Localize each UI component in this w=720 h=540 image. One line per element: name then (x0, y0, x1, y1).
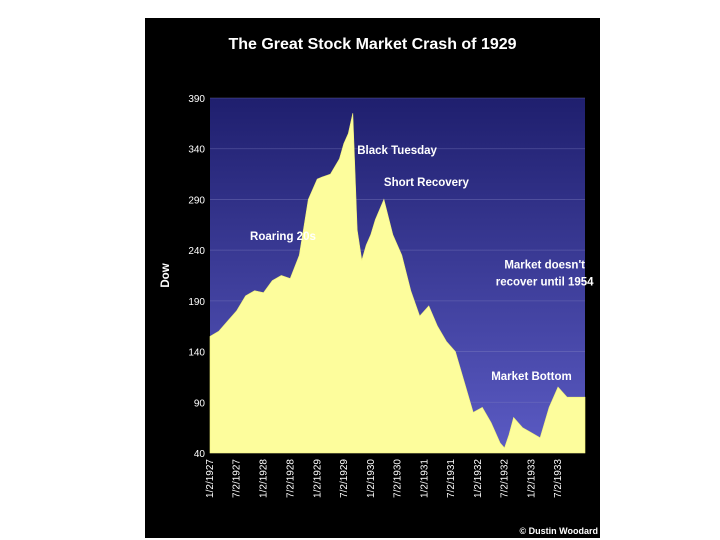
y-tick-label: 340 (188, 145, 205, 156)
x-tick-label: 7/2/1930 (392, 459, 403, 498)
y-axis-label: Dow (160, 263, 172, 287)
x-tick-label: 1/2/1928 (259, 459, 270, 498)
annotation-label: Market Bottom (491, 371, 572, 383)
x-tick-label: 7/2/1933 (553, 459, 564, 498)
annotation-label: Black Tuesday (357, 145, 437, 157)
x-tick-label: 7/2/1927 (232, 459, 243, 498)
x-tick-label: 1/2/1929 (312, 459, 323, 498)
annotation-label: recover until 1954 (496, 277, 594, 289)
dow-area (209, 113, 586, 454)
y-tick-label: 190 (188, 297, 205, 308)
y-tick-label: 240 (188, 246, 205, 257)
x-tick-label: 7/2/1932 (500, 459, 511, 498)
y-tick-label: 290 (188, 195, 205, 206)
y-tick-label: 140 (188, 348, 205, 359)
x-tick-label: 1/2/1930 (366, 459, 377, 498)
chart-panel: The Great Stock Market Crash of 1929 390… (145, 18, 600, 538)
annotation-label: Market doesn't (504, 259, 585, 271)
y-tick-label: 40 (194, 449, 206, 460)
credit-text: © Dustin Woodard (520, 526, 598, 536)
y-tick-label: 90 (194, 398, 206, 409)
x-tick-label: 1/2/1932 (473, 459, 484, 498)
x-tick-label: 7/2/1929 (339, 459, 350, 498)
x-axis-ticks: 1/2/1927 7/2/1927 1/2/1928 7/2/1928 1/2/1929… (205, 459, 564, 498)
annotation-label: Roaring 20s (250, 231, 316, 243)
x-tick-label: 1/2/1933 (527, 459, 538, 498)
x-tick-label: 7/2/1928 (285, 459, 296, 498)
annotation-label: Short Recovery (384, 177, 470, 189)
x-tick-label: 7/2/1931 (446, 459, 457, 498)
x-tick-label: 1/2/1927 (205, 459, 216, 498)
y-tick-label: 390 (188, 94, 205, 105)
y-axis-ticks: 390 340 290 240 190 140 90 40 (188, 94, 205, 460)
annotations: Roaring 20s Black Tuesday Short Recovery Ma… (250, 145, 594, 383)
chart-title: The Great Stock Market Crash of 1929 (228, 36, 517, 53)
x-tick-label: 1/2/1931 (419, 459, 430, 498)
